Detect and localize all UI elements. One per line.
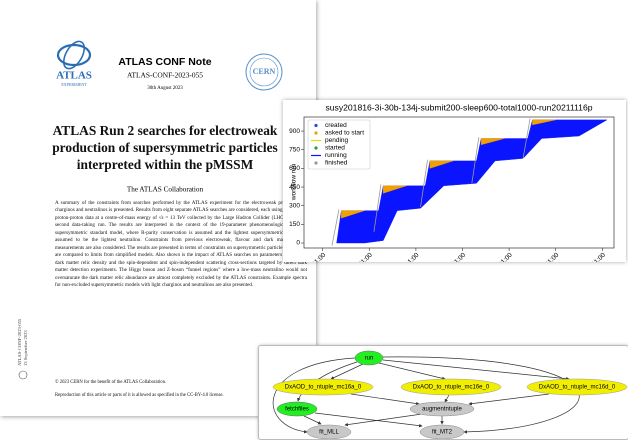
- legend-label: running: [325, 152, 347, 159]
- chart-title: susy201816-3i-30b-134j-submit200-sleep60…: [325, 102, 592, 112]
- node-label: fit_MT2: [432, 430, 453, 436]
- y-tick-label: 750: [289, 146, 300, 153]
- y-tick-label: 0: [296, 240, 300, 247]
- x-tick-label: 20:51:00: [351, 251, 374, 262]
- x-tick-label: 20:41:00: [304, 251, 327, 262]
- node: run: [355, 351, 383, 365]
- edge: [383, 360, 569, 379]
- note-date: 30th August 2023: [147, 86, 183, 91]
- legend-label: finished: [325, 160, 348, 167]
- y-tick-label: 900: [289, 128, 300, 135]
- legend-swatch: [314, 161, 317, 164]
- authors: The ATLAS Collaboration: [127, 186, 204, 194]
- legend-label: created: [325, 122, 347, 129]
- note-id: ATLAS-CONF-2023-055: [127, 71, 203, 80]
- node-label: DxAOD_to_ntuple_mc16a_0: [285, 385, 362, 391]
- edge: [445, 395, 449, 402]
- sidebar-date: 13 September 2023: [23, 330, 28, 366]
- legend-label: pending: [325, 137, 349, 144]
- x-tick-label: 21:31:00: [538, 251, 561, 262]
- sidebar: ATLAS-CONF-2023-055 13 September 2023: [17, 318, 28, 379]
- edge: [315, 413, 422, 426]
- y-tick-label: 450: [289, 184, 300, 191]
- node: DxAOD_to_ntuple_mc16a_0: [273, 379, 373, 395]
- footer-line: © 2023 CERN for the benefit of the ATLAS…: [55, 380, 166, 385]
- graph: run DxAOD_to_ntuple_mc16a_0 DxAOD_to_ntu…: [259, 346, 628, 439]
- x-tick-label: 21:01:00: [398, 251, 421, 262]
- edge: [469, 394, 549, 404]
- edge: [383, 357, 579, 432]
- node-label: DxAOD_to_ntuple_mc16d_0: [539, 385, 616, 391]
- node-label: fetchfiles: [285, 407, 309, 413]
- cern-text: CERN: [253, 67, 276, 76]
- node-label: augmentntuple: [422, 407, 462, 413]
- abstract: A summary of the constraints from search…: [55, 200, 307, 289]
- note-title: ATLAS CONF Note: [118, 56, 211, 68]
- atlas-logo: ATLAS EXPERIMENT: [56, 38, 92, 87]
- x-tick-label: 21:41:00: [584, 251, 607, 262]
- node-label: fit_MLL: [319, 430, 339, 436]
- y-tick-label: 600: [289, 165, 300, 172]
- logo-name: ATLAS: [56, 70, 92, 82]
- node-label: DxAOD_to_ntuple_mc16e_0: [413, 385, 490, 391]
- sidebar-id: ATLAS-CONF-2023-055: [17, 318, 22, 366]
- footer-line: Reproduction of this article or parts of…: [55, 393, 224, 398]
- x-tick-label: 21:21:00: [491, 251, 514, 262]
- node-label: run: [365, 356, 374, 362]
- node: DxAOD_to_ntuple_mc16e_0: [401, 379, 501, 395]
- workflow-graph: run DxAOD_to_ntuple_mc16a_0 DxAOD_to_ntu…: [258, 345, 628, 440]
- node: DxAOD_to_ntuple_mc16d_0: [527, 379, 627, 395]
- legend-swatch: [314, 146, 317, 149]
- cern-logo: CERN: [246, 54, 282, 90]
- node: fit_MLL: [307, 425, 351, 439]
- legend-swatch: [314, 131, 317, 134]
- node: fetchfiles: [277, 402, 317, 416]
- x-tick-label: 21:11:00: [445, 251, 468, 262]
- chart-window: susy201816-3i-30b-134j-submit200-sleep60…: [283, 100, 626, 262]
- edge: [331, 364, 363, 379]
- legend-label: started: [325, 145, 345, 152]
- page: ATLAS EXPERIMENT CERN ATLAS CONF Note AT…: [0, 0, 628, 438]
- y-tick-label: 150: [289, 221, 300, 228]
- legend-swatch: [314, 124, 317, 127]
- node: augmentntuple: [410, 402, 474, 416]
- legend-label: asked to start: [325, 130, 364, 137]
- edge: [304, 416, 321, 424]
- logo-subtitle: EXPERIMENT: [61, 82, 87, 87]
- node: fit_MT2: [420, 425, 464, 439]
- edge: [345, 414, 422, 425]
- chart: susy201816-3i-30b-134j-submit200-sleep60…: [283, 100, 626, 262]
- y-tick-label: 300: [289, 202, 300, 209]
- edge: [351, 394, 419, 404]
- document-title: ATLAS Run 2 searches for electroweak pro…: [28, 122, 302, 173]
